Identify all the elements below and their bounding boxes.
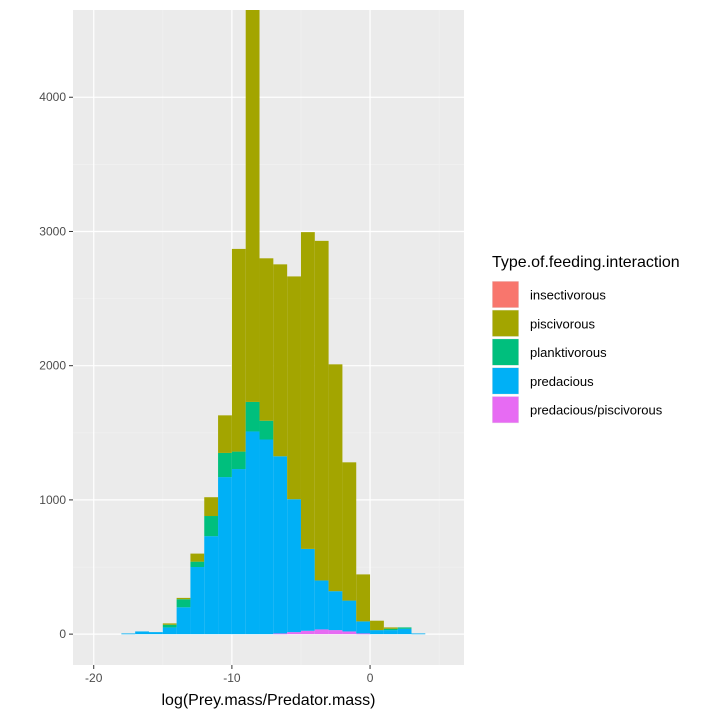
bar-predacious: [162, 627, 177, 635]
y-tick-label: 4000: [39, 90, 66, 104]
bar-planktivorous: [231, 451, 246, 470]
bar-predacious-piscivorous: [273, 633, 288, 635]
bar-piscivorous: [287, 276, 301, 500]
bar-piscivorous: [314, 240, 329, 581]
bar-predacious: [300, 548, 315, 631]
bar-predacious: [314, 580, 329, 630]
bar-predacious: [176, 607, 191, 635]
x-tick-label: -10: [223, 671, 241, 685]
bar-predacious: [342, 600, 357, 632]
bar-planktivorous: [397, 627, 412, 629]
bar-predacious-piscivorous: [328, 630, 343, 635]
x-axis-title: log(Prey.mass/Predator.mass): [162, 692, 376, 709]
bar-planktivorous: [383, 628, 398, 631]
y-tick-label: 2000: [39, 359, 66, 373]
bar-piscivorous: [356, 574, 371, 622]
bar-piscivorous: [245, 10, 260, 402]
bar-piscivorous: [383, 627, 398, 629]
bar-predacious: [370, 630, 384, 635]
bar-predacious: [218, 477, 232, 635]
bar-planktivorous: [204, 516, 219, 537]
y-tick-label: 3000: [39, 224, 66, 238]
x-tick-label: -20: [85, 671, 103, 685]
legend-label: predacious: [530, 374, 594, 389]
histogram-bars: [121, 10, 426, 635]
bar-piscivorous: [231, 248, 246, 452]
legend-key-swatch: [492, 281, 519, 308]
legend-label: piscivorous: [530, 316, 596, 331]
y-tick-label: 1000: [39, 493, 66, 507]
bar-predacious-piscivorous: [300, 630, 315, 635]
axes: 0 1000 2000 3000 4000 -20 -10 0: [39, 90, 373, 685]
bar-planktivorous: [176, 599, 191, 608]
bar-piscivorous: [328, 364, 343, 592]
bar-piscivorous: [370, 620, 384, 631]
legend-key-swatch: [492, 367, 519, 394]
bar-predacious: [397, 628, 412, 635]
legend-label: predacious/piscivorous: [530, 403, 663, 418]
bar-predacious: [121, 633, 136, 635]
bar-predacious: [245, 431, 260, 635]
bar-piscivorous: [300, 232, 315, 549]
legend-key-swatch: [492, 310, 519, 337]
bar-piscivorous: [190, 553, 205, 562]
legend-title: Type.of.feeding.interaction: [492, 254, 680, 271]
bar-planktivorous: [259, 420, 274, 440]
bar-predacious-piscivorous: [356, 633, 371, 635]
legend-key-swatch: [492, 396, 519, 423]
bar-predacious: [328, 591, 343, 631]
bar-planktivorous: [218, 452, 232, 478]
bar-predacious: [204, 536, 219, 635]
bar-piscivorous: [342, 462, 357, 601]
bar-planktivorous: [162, 624, 177, 628]
bar-planktivorous: [245, 401, 260, 432]
bar-planktivorous: [190, 561, 205, 568]
bar-piscivorous: [204, 497, 219, 517]
legend: Type.of.feeding.interaction insectivorou…: [492, 254, 680, 424]
bar-piscivorous: [273, 264, 288, 457]
bar-predacious: [411, 633, 426, 635]
legend-label: insectivorous: [530, 288, 606, 303]
x-tick-label: 0: [367, 671, 374, 685]
bar-piscivorous: [176, 597, 191, 600]
legend-key-swatch: [492, 339, 519, 366]
bar-predacious: [383, 630, 398, 635]
bar-predacious: [273, 456, 288, 634]
legend-label: planktivorous: [530, 345, 607, 360]
bar-piscivorous: [218, 415, 232, 453]
bar-predacious: [135, 631, 149, 635]
bar-predacious: [231, 469, 246, 635]
bar-predacious-piscivorous: [287, 632, 301, 635]
bar-piscivorous: [259, 258, 274, 421]
bar-predacious: [148, 632, 163, 635]
bar-predacious: [259, 439, 274, 635]
bar-predacious: [190, 567, 205, 635]
bar-predacious: [356, 621, 371, 634]
bar-piscivorous: [162, 623, 177, 625]
bar-predacious: [287, 499, 301, 633]
bar-predacious-piscivorous: [342, 631, 357, 635]
y-tick-label: 0: [59, 627, 66, 641]
bar-predacious-piscivorous: [314, 629, 329, 635]
